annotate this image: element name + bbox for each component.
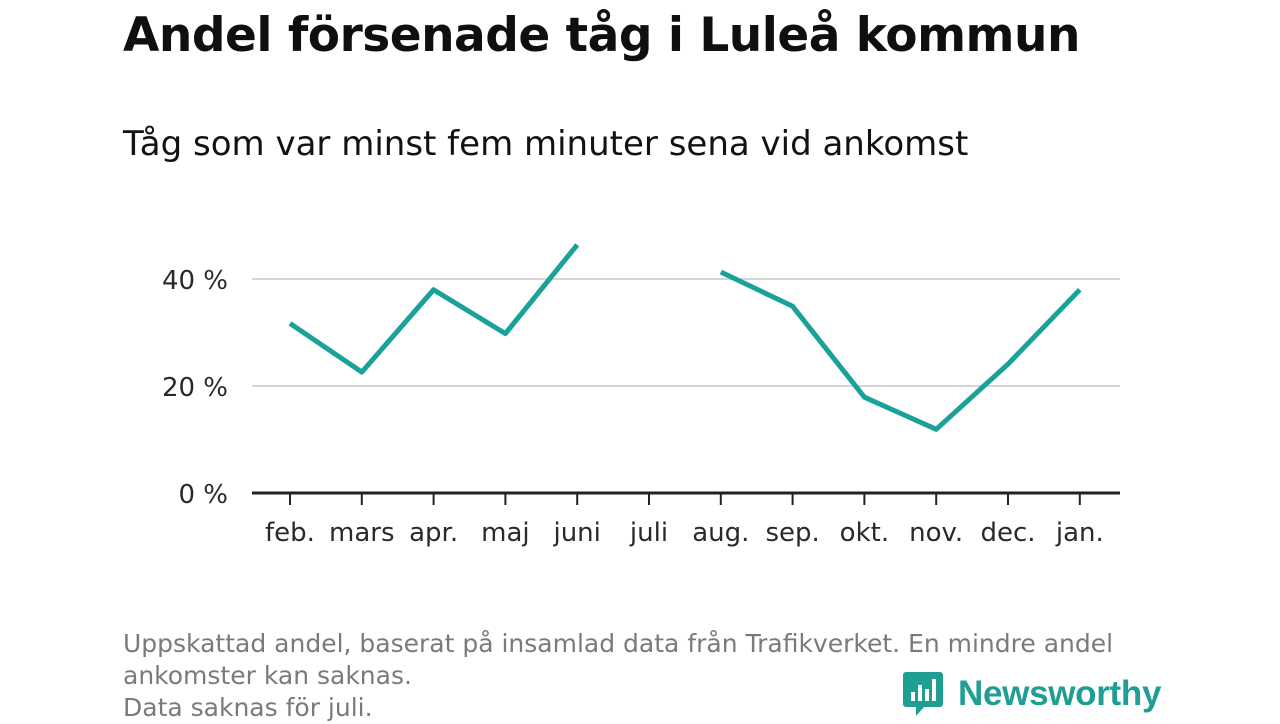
- x-axis: [252, 491, 1120, 505]
- x-tick-label: sep.: [765, 518, 819, 548]
- x-tick-label: okt.: [840, 518, 889, 548]
- x-tick-label: aug.: [692, 518, 749, 548]
- series-lines: [288, 243, 1082, 432]
- x-tick-label: juni: [552, 518, 600, 548]
- brand-logo[interactable]: Newsworthy: [902, 670, 1161, 718]
- x-tick-label: maj: [481, 518, 529, 548]
- x-tick-label: jan.: [1055, 518, 1104, 548]
- series-line: [288, 243, 580, 375]
- x-tick-label: juli: [629, 518, 668, 548]
- series-line: [719, 269, 1082, 432]
- x-tick-label: nov.: [909, 518, 963, 548]
- x-axis-labels: feb. mars apr. maj juni juli aug. sep. okt. nov. d…: [265, 518, 1104, 548]
- footnote-line: Data saknas för juli.: [123, 693, 373, 722]
- brand-name: Newsworthy: [958, 674, 1162, 713]
- line-chart: 0 % 20 % 40 % feb. mars apr. maj juni juli aug. s…: [162, 243, 1120, 548]
- footnote-line: Uppskattad andel, baserat på insamlad da…: [123, 629, 1114, 658]
- footnote-line: ankomster kan saknas.: [123, 661, 412, 690]
- y-tick-label: 0 %: [178, 480, 228, 510]
- x-tick-label: mars: [329, 518, 395, 548]
- bar-chart-logo-icon: [903, 672, 943, 716]
- x-tick-label: apr.: [409, 518, 458, 548]
- gridlines: [252, 278, 1120, 387]
- chart-subtitle: Tåg som var minst fem minuter sena vid a…: [123, 124, 969, 164]
- y-tick-label: 40 %: [162, 266, 228, 296]
- y-axis-labels: 0 % 20 % 40 %: [162, 266, 228, 510]
- footnote: Uppskattad andel, baserat på insamlad da…: [123, 628, 1163, 724]
- x-tick-label: dec.: [980, 518, 1035, 548]
- x-tick-label: feb.: [265, 518, 315, 548]
- chart-title: Andel försenade tåg i Luleå kommun: [123, 8, 1080, 63]
- y-tick-label: 20 %: [162, 373, 228, 403]
